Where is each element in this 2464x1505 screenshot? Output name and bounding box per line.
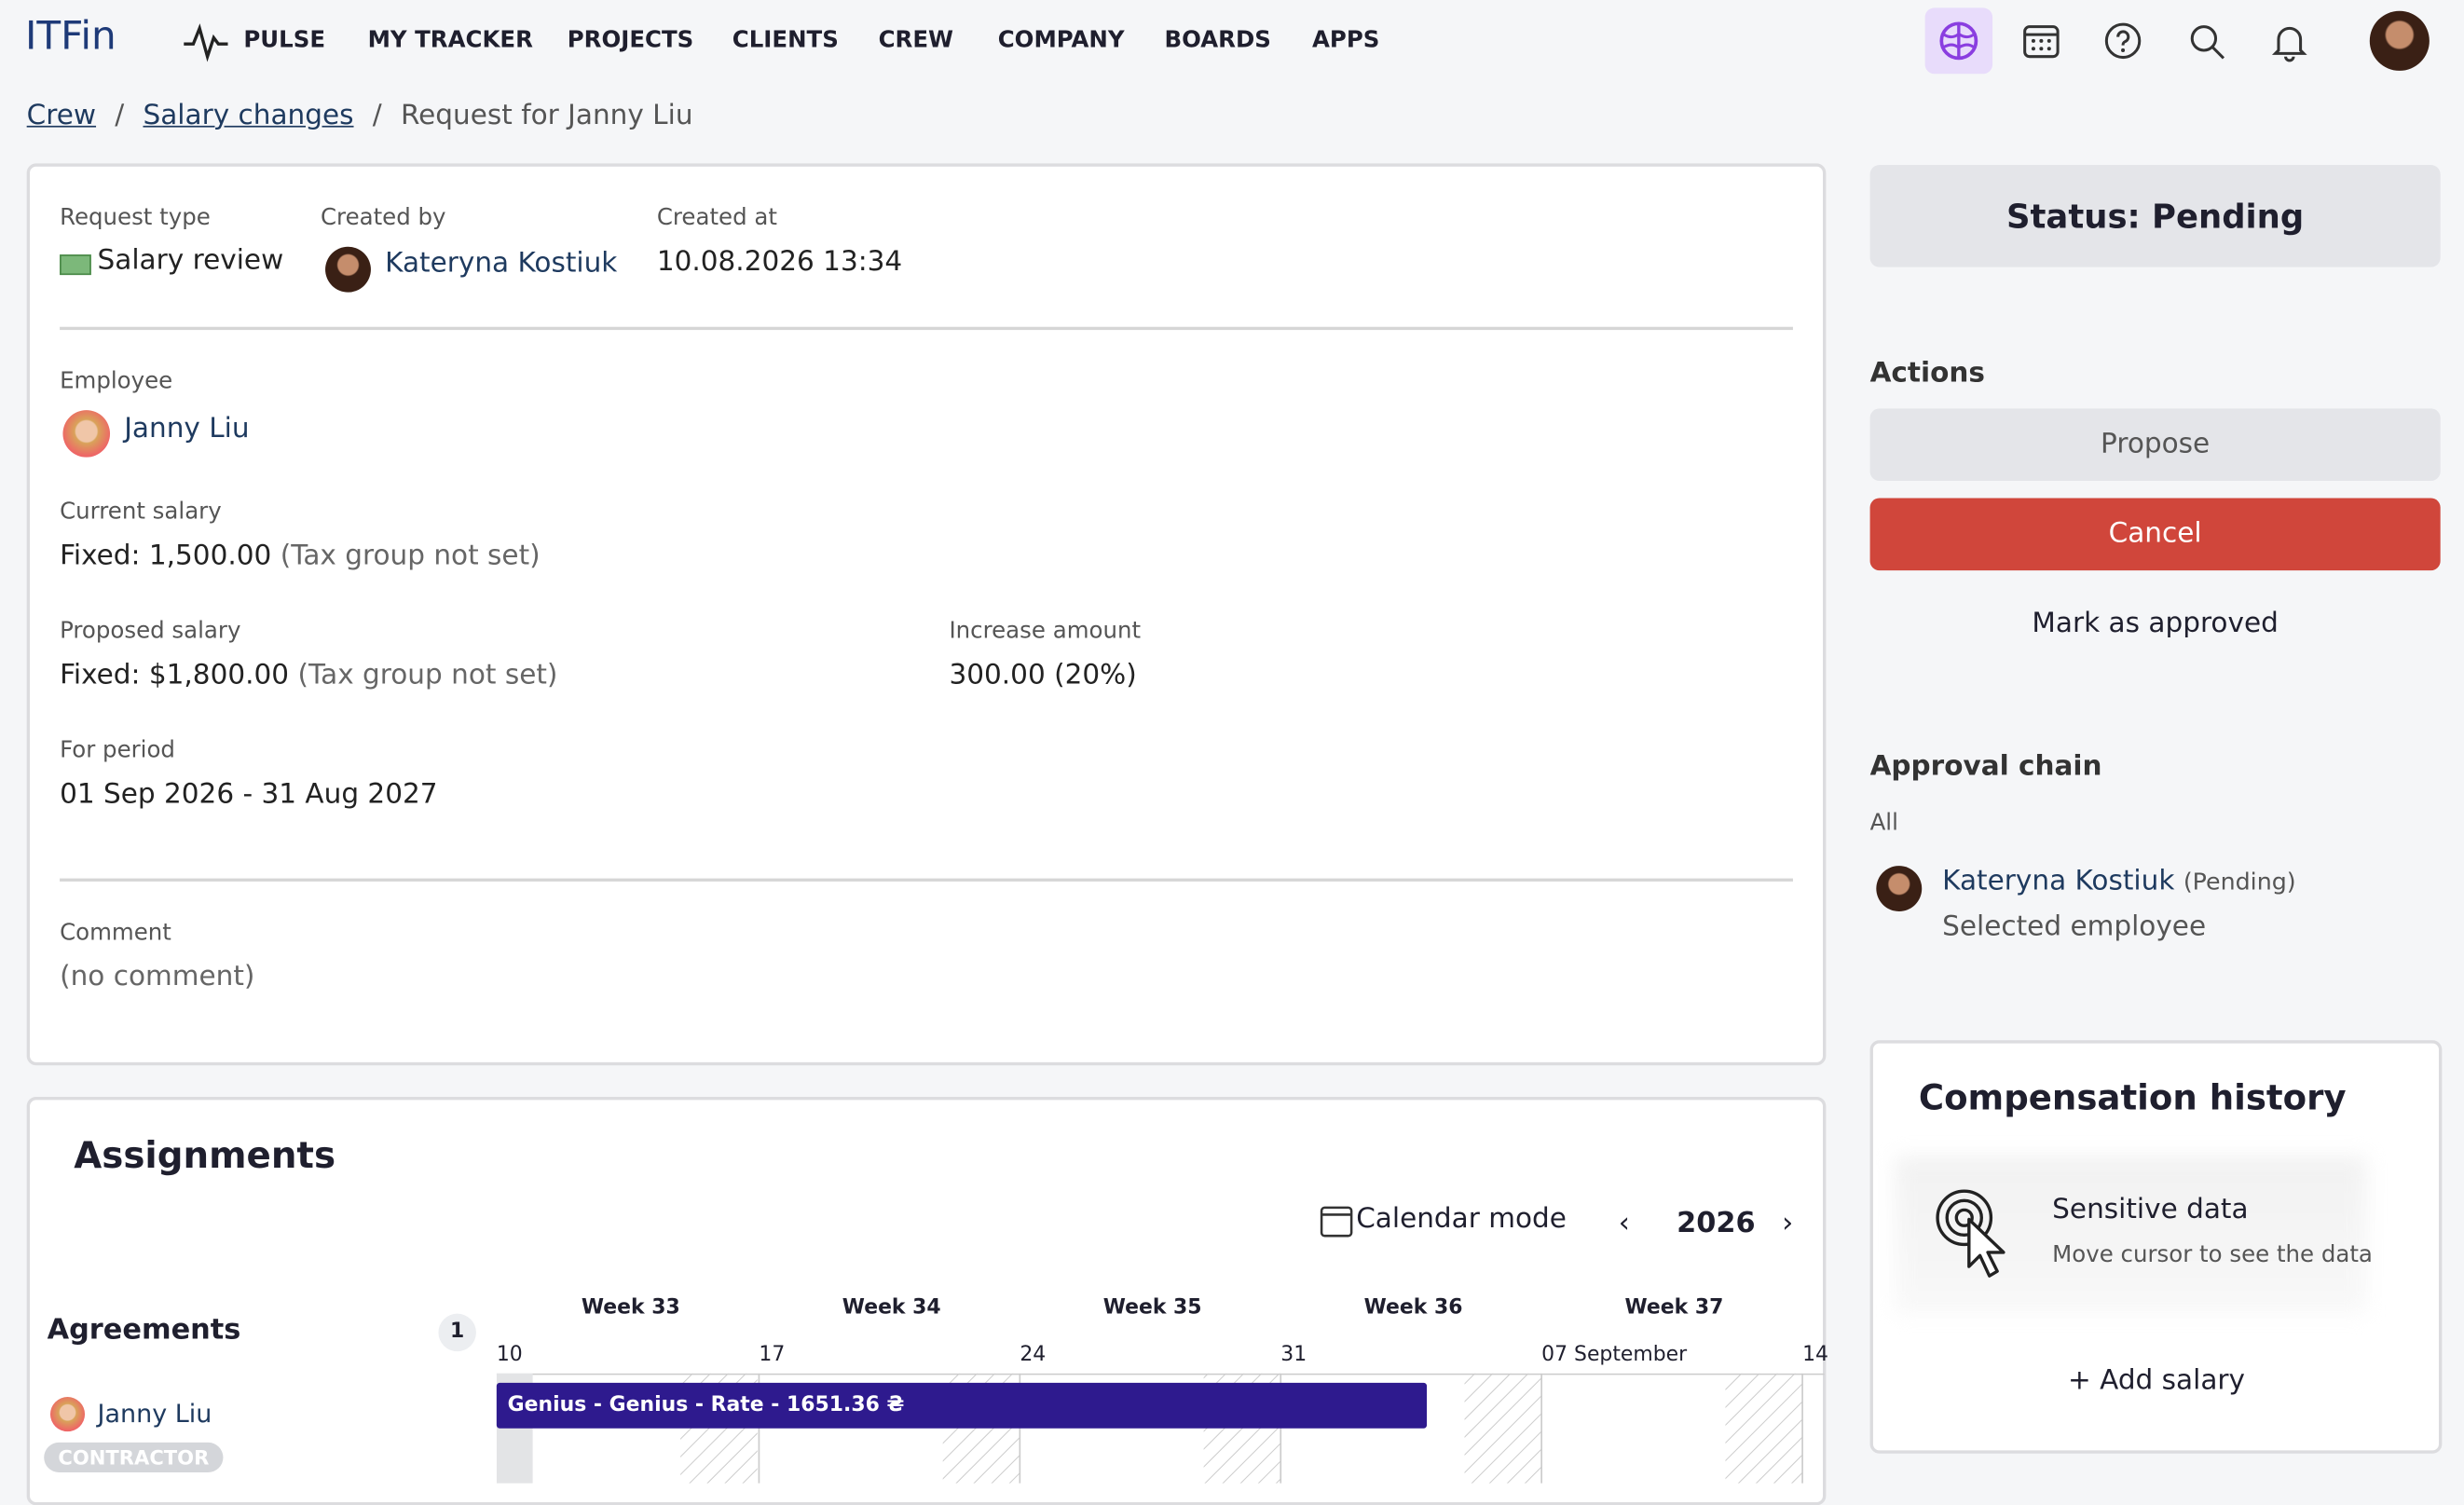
breadcrumb-link[interactable]: Crew — [26, 100, 97, 132]
separator: / — [372, 100, 382, 132]
day-label: 07 September — [1541, 1343, 1688, 1367]
add-salary-button[interactable]: + Add salary — [2068, 1365, 2246, 1398]
day-label: 10 — [496, 1343, 523, 1367]
section-title: Assignments — [74, 1136, 336, 1177]
add-salary-label: Add salary — [2100, 1365, 2246, 1398]
request-card — [26, 163, 1827, 1066]
user-link[interactable]: Kateryna Kostiuk — [385, 248, 618, 280]
field-value: Fixed: $1,800.00 (Tax group not set) — [60, 660, 557, 691]
field-label: Current salary — [60, 499, 222, 526]
field-label: Increase amount — [949, 619, 1142, 645]
search-icon[interactable] — [2189, 23, 2226, 61]
section-title: Actions — [1869, 358, 1985, 390]
breadcrumb-link[interactable]: Salary changes — [143, 100, 354, 132]
field-value: 01 Sep 2026 - 31 Aug 2027 — [60, 779, 438, 812]
salary: Fixed: 1,500.00 — [60, 540, 272, 572]
ai-button[interactable] — [1924, 7, 1993, 75]
field-value: Salary review — [97, 245, 284, 277]
section-title: Compensation history — [1918, 1079, 2347, 1119]
money-icon — [60, 254, 91, 276]
field-label: Request type — [60, 205, 211, 231]
calendar-mode-toggle[interactable]: Calendar mode — [1356, 1203, 1567, 1236]
sensitive-title: Sensitive data — [2052, 1194, 2249, 1226]
approve-button[interactable]: Mark as approved — [2032, 608, 2279, 640]
prev-year[interactable]: ‹ — [1618, 1207, 1630, 1240]
breadcrumb: Crew / Salary changes / Request for Janny Li… — [27, 101, 693, 132]
contract-badge: CONTRACTOR — [44, 1442, 224, 1472]
field-label: For period — [60, 738, 175, 764]
nav-item[interactable]: PROJECTS — [567, 28, 694, 54]
calendar-mode-icon — [1320, 1206, 1353, 1238]
avatar — [49, 1397, 86, 1432]
approver-state: (Pending) — [2183, 867, 2296, 896]
avatar — [1876, 866, 1923, 911]
help-icon[interactable] — [2104, 22, 2142, 60]
approval-scope: All — [1869, 811, 1898, 837]
day-label: 17 — [759, 1343, 786, 1367]
nav-item[interactable]: MY TRACKER — [367, 28, 533, 54]
status: Status: Pending — [1869, 165, 2441, 267]
field-value: (no comment) — [60, 961, 255, 993]
field-label: Created by — [320, 205, 446, 231]
nav-item[interactable]: CLIENTS — [732, 28, 839, 54]
user-avatar[interactable] — [2369, 10, 2430, 71]
day-label: 24 — [1020, 1343, 1047, 1367]
nav-item[interactable]: COMPANY — [997, 28, 1125, 54]
field-value: 10.08.2026 13:34 — [656, 246, 903, 279]
avatar — [325, 246, 371, 293]
field-label: Proposed salary — [60, 619, 241, 645]
separator: / — [115, 100, 125, 132]
tax-note: (Tax group not set) — [280, 540, 541, 572]
divider — [60, 326, 1793, 331]
field-label: Created at — [656, 205, 777, 231]
employee-link[interactable]: Janny Liu — [124, 413, 250, 445]
week-label: Week 33 — [581, 1296, 680, 1320]
year: 2026 — [1677, 1207, 1756, 1240]
nav-item[interactable]: PULSE — [243, 28, 326, 54]
breadcrumb-current: Request for Janny Liu — [400, 100, 693, 132]
propose-button[interactable]: Propose — [1869, 408, 2441, 481]
field-label: Comment — [60, 921, 171, 947]
field-value: Fixed: 1,500.00 (Tax group not set) — [60, 540, 541, 572]
day-label: 31 — [1280, 1343, 1307, 1367]
section-title: Approval chain — [1869, 751, 2102, 783]
field-value: 300.00 (20%) — [949, 660, 1137, 691]
salary: Fixed: $1,800.00 — [60, 660, 290, 691]
approver-role: Selected employee — [1942, 910, 2207, 943]
assignment-bar[interactable]: Genius - Genius - Rate - 1651.36 ₴ — [496, 1382, 1428, 1429]
week-label: Week 37 — [1624, 1296, 1724, 1320]
agreements-title: Agreements — [47, 1313, 241, 1348]
week-label: Week 35 — [1102, 1296, 1202, 1320]
calendar-icon[interactable] — [2022, 22, 2060, 60]
avatar — [62, 410, 111, 458]
week-label: Week 36 — [1363, 1296, 1463, 1320]
nav-item[interactable]: BOARDS — [1164, 28, 1271, 54]
week-label: Week 34 — [842, 1296, 941, 1320]
touch-icon — [1936, 1189, 2005, 1278]
employee-link[interactable]: Janny Liu — [97, 1398, 212, 1429]
tax-note: (Tax group not set) — [297, 660, 558, 691]
approver: Kateryna Kostiuk (Pending) — [1942, 866, 2296, 897]
logo[interactable]: ITFin — [24, 12, 116, 59]
count-badge: 1 — [438, 1313, 476, 1352]
cancel-button[interactable]: Cancel — [1869, 498, 2441, 571]
notifications-icon[interactable] — [2271, 22, 2308, 63]
divider — [60, 878, 1793, 882]
approver-link[interactable]: Kateryna Kostiuk — [1942, 866, 2175, 897]
sensitive-hint: Move cursor to see the data — [2052, 1242, 2373, 1268]
next-year[interactable]: › — [1782, 1207, 1794, 1240]
day-label: 14 — [1802, 1343, 1828, 1367]
nav-item[interactable]: CREW — [878, 28, 954, 54]
field-label: Employee — [60, 369, 173, 395]
nav-item[interactable]: APPS — [1311, 28, 1380, 54]
pulse-icon — [184, 23, 228, 62]
